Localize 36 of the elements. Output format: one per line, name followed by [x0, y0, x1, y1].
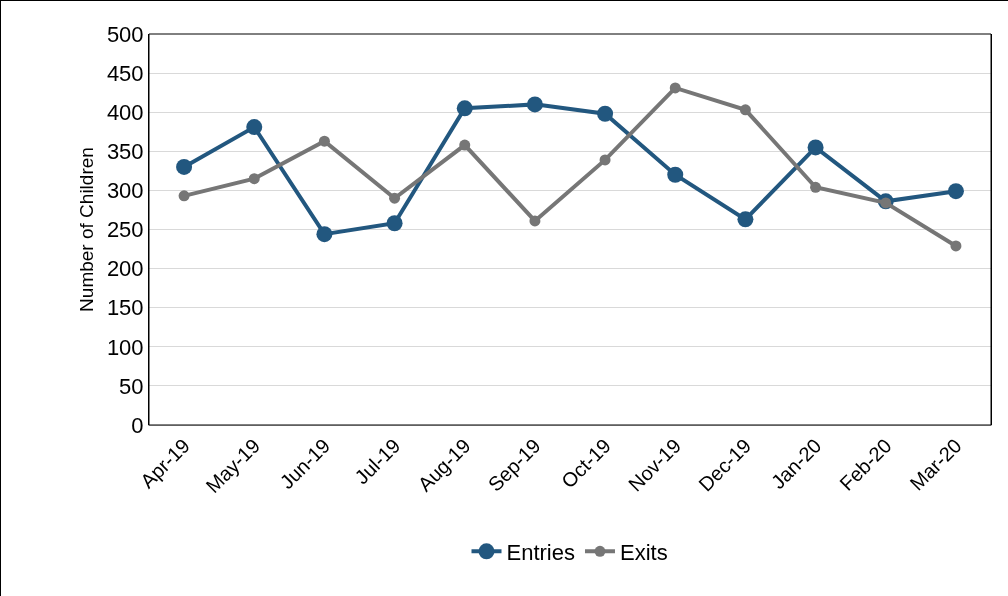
point: [667, 166, 684, 183]
y-tick-label: 50: [119, 373, 144, 399]
legend-label: Entries: [506, 539, 575, 565]
y-tick-label: 250: [106, 217, 144, 243]
y-tick-label: 150: [106, 295, 144, 321]
point: [456, 100, 473, 117]
point: [947, 183, 964, 200]
point: [386, 215, 403, 232]
point: [526, 96, 543, 113]
point: [599, 154, 611, 166]
point: [248, 173, 260, 185]
legend-label: Exits: [619, 539, 668, 565]
point: [950, 240, 962, 252]
point: [316, 226, 333, 243]
point: [178, 190, 190, 202]
point: [529, 215, 541, 227]
y-tick-label: 350: [106, 139, 144, 164]
y-tick-label: 300: [106, 178, 144, 204]
point: [246, 119, 263, 136]
point: [459, 139, 471, 151]
y-tick-label: 200: [106, 256, 144, 282]
y-tick-label: 500: [106, 21, 144, 47]
y-tick-label: 100: [106, 334, 144, 360]
point: [807, 139, 824, 156]
y-tick-label: 400: [106, 99, 144, 125]
point: [737, 211, 754, 228]
point: [597, 105, 614, 122]
y-axis-title: Number of Children: [75, 147, 97, 312]
point: [176, 158, 193, 175]
point: [318, 135, 330, 147]
point: [739, 104, 751, 116]
point: [669, 82, 681, 94]
point: [810, 181, 822, 193]
y-tick-label: 450: [106, 60, 144, 86]
point: [389, 192, 401, 204]
y-tick-label: 0: [131, 412, 144, 438]
